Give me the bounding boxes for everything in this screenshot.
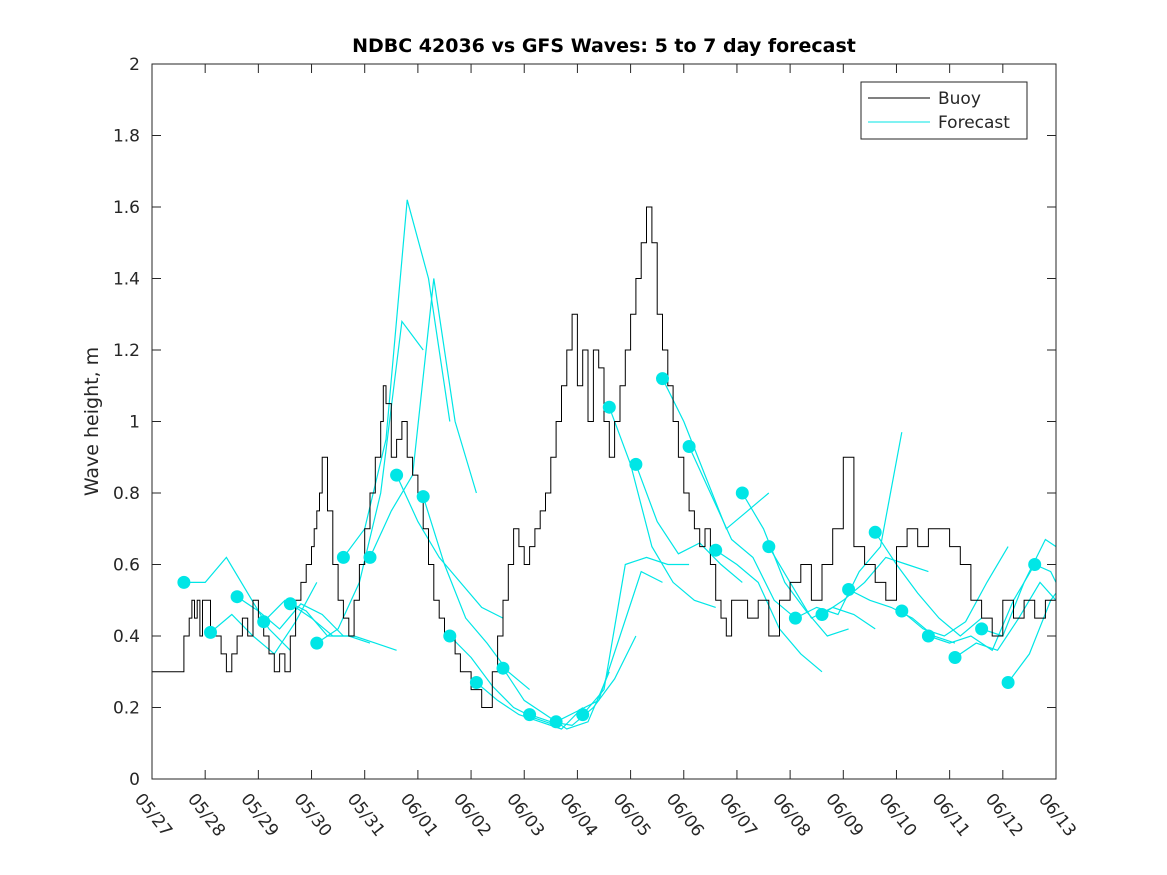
forecast-line <box>342 199 451 558</box>
y-axis: 0 0.2 0.4 0.6 0.8 1 1.2 1.4 1.6 1.8 2 <box>113 55 1056 790</box>
forecast-line <box>555 570 663 723</box>
forecast-marker <box>443 629 457 643</box>
forecast-marker <box>948 651 962 664</box>
forecast-marker <box>230 590 244 604</box>
forecast-marker <box>283 597 297 611</box>
y-tick-label: 0 <box>129 770 140 790</box>
buoy-line <box>152 206 1057 708</box>
y-tick-label: 0.2 <box>113 699 140 719</box>
forecast-line <box>1007 592 1057 683</box>
forecast-marker <box>975 622 989 636</box>
forecast-marker <box>629 457 643 471</box>
plot-area <box>151 63 1057 780</box>
forecast-lines <box>183 199 1057 730</box>
forecast-line <box>183 556 291 651</box>
forecast-marker <box>576 708 590 722</box>
forecast-line <box>688 446 796 619</box>
legend: Buoy Forecast <box>860 81 1028 140</box>
y-axis-label: Wave height, m <box>81 347 103 496</box>
forecast-line <box>901 546 1009 637</box>
forecast-marker <box>310 636 324 650</box>
forecast-marker <box>682 440 696 453</box>
forecast-marker <box>336 550 350 564</box>
forecast-line <box>369 278 477 558</box>
forecast-line <box>635 464 743 583</box>
forecast-marker <box>656 372 669 386</box>
forecast-marker <box>257 615 271 629</box>
y-tick-label: 0.8 <box>113 484 140 504</box>
forecast-marker <box>204 625 217 639</box>
forecast-marker <box>177 575 191 589</box>
forecast-line <box>396 474 504 619</box>
y-tick-label: 1.2 <box>113 341 140 361</box>
forecast-marker <box>762 540 776 554</box>
buoy-line-group <box>152 206 1057 708</box>
y-tick-label: 0.6 <box>113 556 140 576</box>
forecast-marker <box>842 583 856 596</box>
forecast-marker <box>1001 676 1015 689</box>
forecast-marker <box>390 468 404 482</box>
forecast-line <box>316 319 424 644</box>
forecast-line <box>236 596 344 637</box>
forecast-line <box>582 556 690 715</box>
y-tick-label: 1.6 <box>113 198 140 218</box>
y-tick-label: 1.8 <box>113 127 140 147</box>
forecast-marker <box>363 550 377 564</box>
forecast-line <box>210 582 318 655</box>
forecast-line <box>289 603 397 651</box>
chart-title: NDBC 42036 vs GFS Waves: 5 to 7 day fore… <box>352 35 856 57</box>
forecast-marker <box>469 676 483 689</box>
forecast-line <box>608 406 716 608</box>
forecast-marker <box>735 486 749 500</box>
forecast-marker <box>895 604 909 618</box>
forecast-marker <box>416 490 430 504</box>
forecast-marker <box>815 608 829 621</box>
y-tick-label: 1 <box>129 413 140 433</box>
forecast-line <box>422 496 530 691</box>
forecast-marker <box>602 400 616 414</box>
legend-buoy-label: Buoy <box>938 89 981 109</box>
legend-forecast-label: Forecast <box>938 113 1010 133</box>
legend-box <box>860 81 1028 140</box>
y-tick-label: 2 <box>129 55 140 75</box>
forecast-line <box>741 492 849 637</box>
forecast-marker <box>523 708 537 722</box>
y-tick-label: 1.4 <box>113 270 140 290</box>
y-tick-label: 0.4 <box>113 627 140 647</box>
forecast-line <box>954 581 1057 658</box>
forecast-marker <box>1028 558 1042 571</box>
forecast-marker <box>921 629 935 643</box>
forecast-line <box>981 538 1057 637</box>
forecast-marker <box>709 543 723 557</box>
forecast-line <box>449 635 557 726</box>
forecast-marker <box>788 611 802 625</box>
forecast-line <box>263 599 371 644</box>
forecast-marker <box>496 661 510 675</box>
forecast-markers <box>177 372 1042 729</box>
forecast-line <box>928 564 1036 652</box>
forecast-line <box>874 531 982 637</box>
forecast-marker <box>549 715 563 729</box>
forecast-marker <box>868 525 882 539</box>
